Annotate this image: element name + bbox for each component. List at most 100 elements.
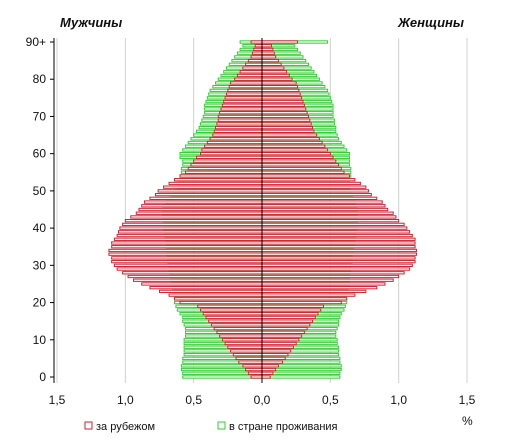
y-tick-label-8: 80 <box>33 72 47 86</box>
legend-swatch-green <box>217 421 226 430</box>
bar-red-female-4 <box>261 360 284 364</box>
bar-red-female-18 <box>261 308 322 312</box>
bar-red-male-39 <box>117 230 263 234</box>
bar-red-male-66 <box>213 129 263 133</box>
bar-red-female-59 <box>261 155 334 160</box>
bar-red-female-65 <box>261 133 318 137</box>
bar-red-male-29 <box>116 267 263 271</box>
bar-red-female-84 <box>261 62 282 66</box>
bar-red-female-49 <box>261 192 372 197</box>
bar-red-female-71 <box>261 111 308 115</box>
bar-red-female-57 <box>261 163 340 167</box>
bar-red-male-34 <box>108 248 263 253</box>
y-tick-label-2: 20 <box>33 296 47 310</box>
bar-red-female-8 <box>261 345 294 349</box>
bar-red-male-85 <box>247 58 263 63</box>
bar-red-male-15 <box>208 319 263 323</box>
axes: 0 10 20 30 40 50 60 70 80 90+ 1,5 1,0 0,5 0,0 0,5 1,0 1,… <box>26 35 476 407</box>
bar-red-male-55 <box>184 170 263 174</box>
bar-red-male-70 <box>217 114 263 119</box>
bar-red-female-48 <box>261 196 378 200</box>
bar-red-male-13 <box>213 326 263 331</box>
bar-red-female-79 <box>261 81 297 85</box>
bar-red-female-9 <box>261 341 297 346</box>
bar-red-male-84 <box>245 62 263 66</box>
bar-green-female-1 <box>261 371 341 375</box>
bar-red-female-63 <box>261 140 323 145</box>
bar-red-male-10 <box>221 338 263 342</box>
bar-red-male-44 <box>135 211 263 215</box>
bar-red-female-45 <box>261 207 389 212</box>
bar-red-male-2 <box>245 367 263 372</box>
bar-red-female-11 <box>261 334 303 338</box>
bar-red-female-78 <box>261 85 299 89</box>
bar-red-female-41 <box>261 222 405 227</box>
bar-red-female-15 <box>261 319 314 323</box>
bar-red-male-17 <box>202 312 263 316</box>
bar-red-female-13 <box>261 326 308 331</box>
bar-red-male-32 <box>111 256 263 260</box>
bar-red-male-72 <box>220 107 263 111</box>
bar-red-male-73 <box>221 103 263 107</box>
bar-red-male-49 <box>154 192 263 197</box>
bar-red-male-12 <box>216 330 263 334</box>
bar-red-female-74 <box>261 99 304 104</box>
bar-red-male-45 <box>138 207 263 212</box>
x-tick-label-2: 0,5 <box>185 393 202 407</box>
y-tick-label-0: 0 <box>39 370 46 384</box>
x-tick-label-1: 1,0 <box>117 393 134 407</box>
bar-red-male-82 <box>239 70 263 74</box>
bar-red-male-43 <box>130 215 263 219</box>
x-tick-label-6: 1,5 <box>459 393 476 407</box>
bar-red-male-23 <box>158 289 263 294</box>
bar-red-male-0 <box>250 375 263 379</box>
bar-red-male-58 <box>193 159 263 163</box>
bar-red-female-0 <box>261 375 271 379</box>
bar-red-male-22 <box>168 293 263 297</box>
bar-red-female-75 <box>261 96 303 100</box>
bar-red-female-87 <box>261 51 275 55</box>
bar-red-female-81 <box>261 73 290 78</box>
bar-red-female-14 <box>261 323 311 327</box>
bar-red-female-3 <box>261 364 279 368</box>
bar-red-male-81 <box>236 73 263 78</box>
bar-red-male-28 <box>122 271 263 275</box>
x-axis-unit-label: % <box>462 414 473 428</box>
bar-red-male-30 <box>113 263 263 267</box>
bar-red-male-64 <box>209 137 263 141</box>
bar-red-male-88 <box>253 47 263 52</box>
bar-red-female-28 <box>261 271 405 275</box>
bar-red-male-68 <box>216 122 263 126</box>
bar-red-male-31 <box>111 259 263 264</box>
bar-red-male-59 <box>195 155 263 160</box>
x-tick-label-4: 0,5 <box>322 393 339 407</box>
bar-red-female-72 <box>261 107 307 111</box>
bar-red-female-54 <box>261 174 350 178</box>
legend-swatch-red <box>84 421 93 430</box>
x-tick-label-3: 0,0 <box>254 393 271 407</box>
bar-green-female-0 <box>261 375 341 379</box>
bar-red-female-20 <box>261 300 342 305</box>
bar-red-female-33 <box>261 252 417 256</box>
bar-green-male-0 <box>182 375 263 379</box>
bar-red-male-76 <box>225 92 263 96</box>
bar-red-female-61 <box>261 148 329 152</box>
bar-red-male-79 <box>230 81 263 85</box>
y-tick-label-9: 90+ <box>26 35 46 49</box>
bar-red-female-29 <box>261 267 411 271</box>
bar-red-female-43 <box>261 215 397 219</box>
bar-red-female-38 <box>261 233 413 238</box>
bar-red-male-24 <box>149 286 263 290</box>
bar-red-male-61 <box>201 148 263 152</box>
bar-red-female-73 <box>261 103 305 107</box>
left-side-title: Мужчины <box>60 15 122 30</box>
bar-red-male-56 <box>187 166 263 171</box>
x-tick-label-0: 1,5 <box>49 393 66 407</box>
bar-red-female-44 <box>261 211 394 215</box>
bar-red-male-53 <box>174 178 263 182</box>
bar-red-male-48 <box>149 196 263 200</box>
bar-red-male-77 <box>227 88 263 93</box>
bar-red-male-6 <box>232 353 263 357</box>
bar-red-male-40 <box>119 226 263 230</box>
